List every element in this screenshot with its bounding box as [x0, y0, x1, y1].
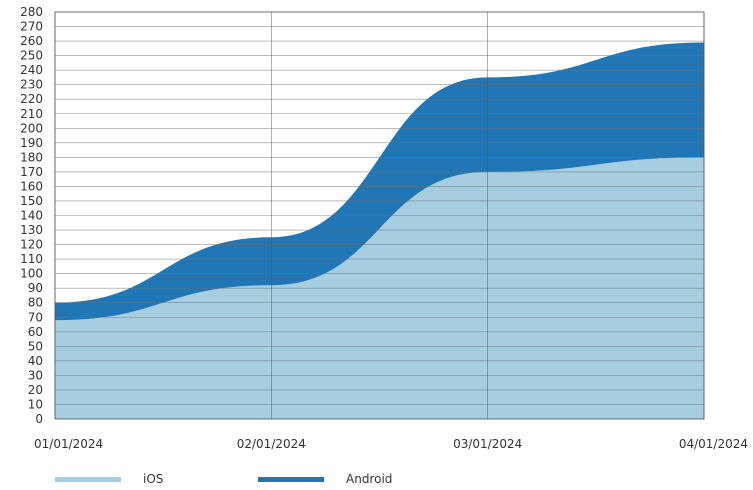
legend-item-ios: iOS: [55, 472, 163, 486]
y-tick-label: 120: [20, 238, 43, 252]
y-tick-label: 240: [20, 63, 43, 77]
y-tick-label: 90: [28, 281, 43, 295]
y-tick-label: 180: [20, 150, 43, 164]
y-tick-label: 60: [28, 325, 43, 339]
y-tick-label: 250: [20, 49, 43, 63]
y-tick-label: 80: [28, 296, 43, 310]
y-tick-label: 40: [28, 354, 43, 368]
y-tick-label: 10: [28, 397, 43, 411]
x-tick-label: 01/01/2024: [34, 437, 103, 451]
y-tick-label: 170: [20, 165, 43, 179]
y-tick-label: 260: [20, 34, 43, 48]
y-tick-label: 140: [20, 209, 43, 223]
y-tick-label: 200: [20, 121, 43, 135]
legend-label-android: Android: [346, 472, 393, 486]
legend-label-ios: iOS: [143, 472, 164, 486]
y-tick-label: 20: [28, 383, 43, 397]
y-tick-label: 100: [20, 267, 43, 281]
y-tick-label: 70: [28, 310, 43, 324]
plot-frame: [54, 11, 705, 420]
y-tick-label: 220: [20, 92, 43, 106]
y-tick-label: 0: [35, 412, 43, 426]
y-tick-label: 160: [20, 179, 43, 193]
y-tick-label: 190: [20, 136, 43, 150]
y-tick-label: 270: [20, 20, 43, 34]
legend-item-android: Android: [258, 472, 392, 486]
y-tick-label: 50: [28, 339, 43, 353]
y-tick-label: 280: [20, 5, 43, 19]
legend-swatch-ios: [55, 476, 121, 482]
y-tick-label: 30: [28, 368, 43, 382]
legend-swatch-android: [258, 476, 324, 482]
y-tick-label: 230: [20, 78, 43, 92]
legend: iOS Android: [0, 472, 753, 490]
x-tick-label: 04/01/2024: [679, 437, 748, 451]
y-tick-label: 130: [20, 223, 43, 237]
stacked-area-chart: 0102030405060708090100110120130140150160…: [20, 5, 748, 451]
y-tick-label: 150: [20, 194, 43, 208]
y-tick-label: 110: [20, 252, 43, 266]
y-tick-label: 210: [20, 107, 43, 121]
x-tick-label: 02/01/2024: [237, 437, 306, 451]
x-tick-label: 03/01/2024: [453, 437, 522, 451]
area-android: [55, 42, 704, 321]
